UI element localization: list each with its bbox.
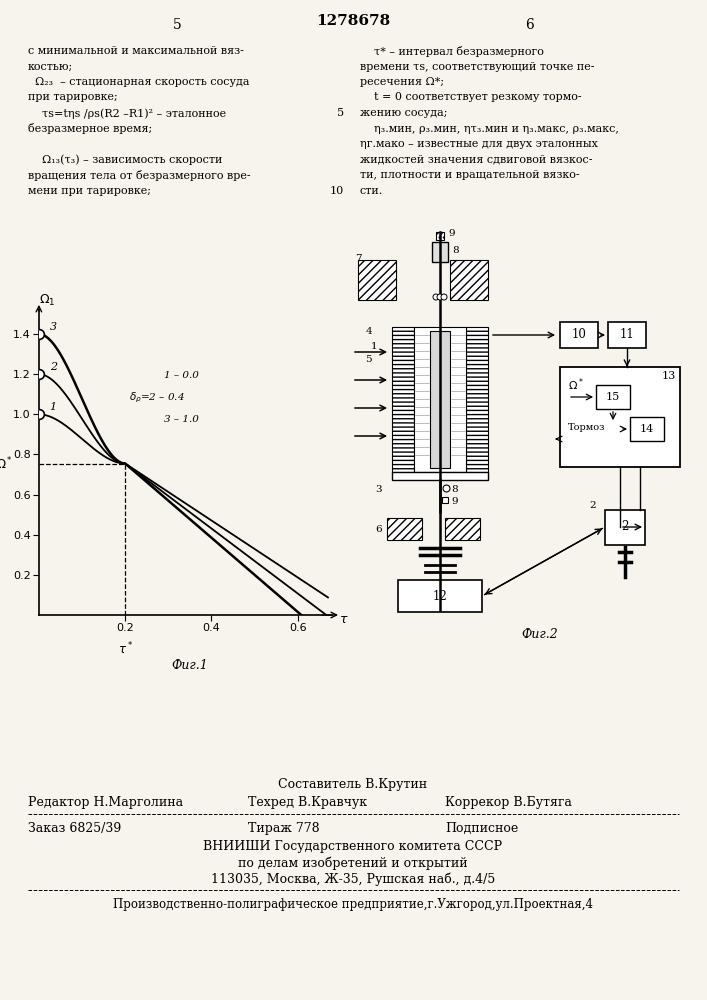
Text: ти, плотности и вращательной вязко-: ти, плотности и вращательной вязко- [360, 170, 580, 180]
Text: Тормоз: Тормоз [568, 422, 605, 432]
Text: t = 0 соответствует резкому тормо-: t = 0 соответствует резкому тормо- [360, 93, 582, 103]
Text: 113035, Москва, Ж-35, Рушская наб., д.4/5: 113035, Москва, Ж-35, Рушская наб., д.4/… [211, 872, 495, 886]
Text: 15: 15 [606, 392, 620, 402]
Bar [398, 580, 482, 612]
Circle shape [437, 294, 443, 300]
Text: 3: 3 [375, 485, 382, 494]
Bar [605, 510, 645, 545]
Text: сти.: сти. [360, 186, 383, 196]
Text: Тираж 778: Тираж 778 [248, 822, 320, 835]
Text: 8: 8 [452, 246, 459, 255]
Bar [466, 327, 488, 472]
Text: с минимальной и максимальной вяз-: с минимальной и максимальной вяз- [28, 46, 244, 56]
Text: $\tau^*$: $\tau^*$ [117, 641, 133, 658]
Bar [445, 518, 480, 540]
Text: 1278678: 1278678 [316, 14, 390, 28]
Text: $\tau$: $\tau$ [339, 613, 349, 626]
Bar [358, 260, 396, 300]
Text: 3 – 1.0: 3 – 1.0 [164, 415, 199, 424]
Text: 1 – 0.0: 1 – 0.0 [164, 371, 199, 380]
Text: жению сосуда;: жению сосуда; [360, 108, 448, 118]
Text: костью;: костью; [28, 62, 74, 72]
Bar [432, 242, 448, 262]
Bar [608, 322, 646, 348]
Text: 10: 10 [571, 328, 586, 342]
Text: η₃.мин, ρ₃.мин, ητ₃.мин и η₃.макс, ρ₃.макс,: η₃.мин, ρ₃.мин, ητ₃.мин и η₃.макс, ρ₃.ма… [360, 123, 619, 133]
Text: времени τs, соответствующий точке пе-: времени τs, соответствующий точке пе- [360, 62, 595, 72]
Text: Редактор Н.Марголина: Редактор Н.Марголина [28, 796, 183, 809]
Text: 2: 2 [49, 362, 57, 372]
Text: безразмерное время;: безразмерное время; [28, 123, 152, 134]
Bar [392, 472, 488, 480]
Text: Производственно-полиграфическое предприятие,г.Ужгород,ул.Проектная,4: Производственно-полиграфическое предприя… [113, 898, 593, 911]
Bar [560, 367, 680, 467]
Text: 13: 13 [662, 371, 676, 381]
Text: Техред В.Кравчук: Техред В.Кравчук [248, 796, 367, 809]
Text: 5: 5 [366, 355, 372, 364]
Circle shape [433, 294, 439, 300]
Text: Ω₂₃  – стационарная скорость сосуда: Ω₂₃ – стационарная скорость сосуда [28, 77, 250, 87]
Bar [414, 327, 466, 472]
Text: 6: 6 [375, 525, 382, 534]
Text: по делам изобретений и открытий: по делам изобретений и открытий [238, 856, 468, 869]
Text: Коррекор В.Бутяга: Коррекор В.Бутяга [445, 796, 572, 809]
Text: 11: 11 [619, 328, 634, 342]
Circle shape [441, 294, 447, 300]
Text: Составитель В.Крутин: Составитель В.Крутин [279, 778, 428, 791]
Text: Подписное: Подписное [445, 822, 518, 835]
Bar [596, 385, 630, 409]
Text: Фиг.1: Фиг.1 [172, 659, 209, 672]
Text: ресечения Ω*;: ресечения Ω*; [360, 77, 444, 87]
Text: Фиг.2: Фиг.2 [522, 628, 559, 641]
Text: τs=tηs /ρs(R2 –R1)² – эталонное: τs=tηs /ρs(R2 –R1)² – эталонное [28, 108, 226, 119]
Text: мени при тарировке;: мени при тарировке; [28, 186, 151, 196]
Bar [387, 518, 422, 540]
Text: ВНИИШИ Государственного комитета СССР: ВНИИШИ Государственного комитета СССР [204, 840, 503, 853]
Text: 7: 7 [355, 254, 361, 263]
Text: 10: 10 [329, 186, 344, 196]
Text: 8: 8 [451, 485, 457, 494]
Text: 5: 5 [337, 108, 344, 118]
Text: $\Omega_1$: $\Omega_1$ [39, 293, 55, 308]
Text: при тарировке;: при тарировке; [28, 93, 118, 103]
Text: Заказ 6825/39: Заказ 6825/39 [28, 822, 121, 835]
Bar [560, 322, 598, 348]
Text: 12: 12 [433, 589, 448, 602]
Text: ηг.мако – известные для двух эталонных: ηг.мако – известные для двух эталонных [360, 139, 598, 149]
Text: вращения тела от безразмерного вре-: вращения тела от безразмерного вре- [28, 170, 250, 181]
Text: 14: 14 [640, 424, 654, 434]
Text: τ* – интервал безразмерного: τ* – интервал безразмерного [360, 46, 544, 57]
Text: 9: 9 [448, 229, 455, 238]
Text: $\delta_\rho$=2 – 0.4: $\delta_\rho$=2 – 0.4 [129, 391, 185, 405]
Text: 6: 6 [525, 18, 534, 32]
Text: 5: 5 [173, 18, 182, 32]
Text: 9: 9 [451, 497, 457, 506]
Bar [436, 232, 444, 240]
Text: 1: 1 [370, 342, 377, 351]
Text: $\Omega^*$: $\Omega^*$ [0, 455, 13, 472]
Text: 2: 2 [590, 500, 596, 510]
Bar [430, 331, 450, 468]
Text: 3: 3 [49, 322, 57, 332]
Text: 1: 1 [49, 402, 57, 412]
Text: Ω₁₃(τ₃) – зависимость скорости: Ω₁₃(τ₃) – зависимость скорости [28, 154, 223, 165]
Text: 2: 2 [621, 520, 629, 534]
Bar [630, 417, 664, 441]
Text: жидкостей значения сдвиговой вязкос-: жидкостей значения сдвиговой вязкос- [360, 154, 592, 164]
Text: $\Omega^*$: $\Omega^*$ [568, 377, 584, 393]
Text: 4: 4 [366, 327, 372, 336]
Bar [392, 327, 414, 472]
Bar [450, 260, 488, 300]
